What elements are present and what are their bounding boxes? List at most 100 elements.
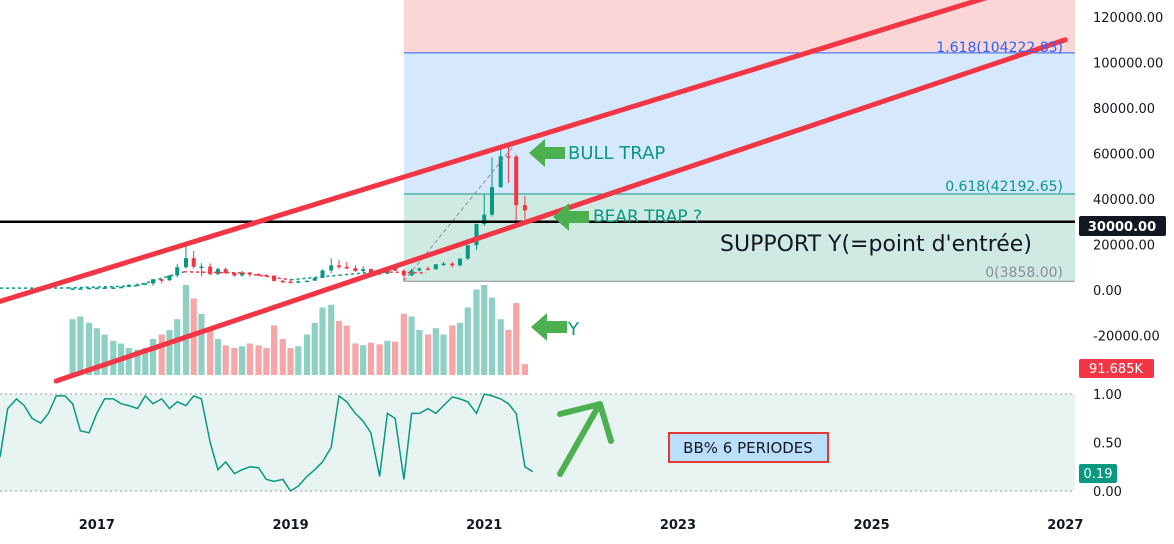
volume-bar xyxy=(311,322,318,375)
volume-bar xyxy=(255,345,262,375)
candle-body xyxy=(119,286,124,289)
candle-body xyxy=(312,277,317,281)
candle-body xyxy=(94,287,99,290)
volume-bar xyxy=(69,319,76,375)
candle-body xyxy=(522,205,527,211)
moving-average-segment xyxy=(135,271,185,287)
price-candles xyxy=(70,142,527,290)
oscillator-badge: 0.19 xyxy=(1079,464,1117,483)
time-tick-label: 2019 xyxy=(272,518,308,533)
candle-body xyxy=(167,275,172,281)
bb-label-box xyxy=(668,432,829,463)
candle-body xyxy=(336,265,341,268)
volume-bar xyxy=(93,328,100,375)
candle-body xyxy=(458,258,463,266)
bb-percent-line xyxy=(0,393,534,493)
volume-bar xyxy=(384,340,391,375)
volume-bar xyxy=(319,307,326,375)
candle-body xyxy=(256,274,261,276)
volume-bar xyxy=(86,322,93,375)
volume-bar xyxy=(464,307,471,375)
price-tick-label: 100000.00 xyxy=(1093,57,1163,72)
candle-body xyxy=(288,281,293,284)
volume-bar xyxy=(408,316,415,375)
volume-bar xyxy=(270,325,278,375)
candle-body xyxy=(498,156,503,188)
volume-bar xyxy=(125,348,132,375)
candle-body xyxy=(450,263,455,266)
annotations xyxy=(529,139,614,477)
volume-bar xyxy=(449,325,456,375)
svg-text:0.19: 0.19 xyxy=(1084,467,1113,482)
candle-body xyxy=(208,266,213,275)
volume-bar xyxy=(295,346,302,375)
volume-bar xyxy=(497,319,504,375)
svg-text:30000.00: 30000.00 xyxy=(1088,220,1156,235)
candle-body xyxy=(433,264,438,270)
price-badge: 30000.00 xyxy=(1079,216,1166,236)
volume-bar xyxy=(521,364,529,375)
volume-bars xyxy=(69,285,529,375)
candle-body xyxy=(191,258,196,267)
candle-body xyxy=(296,281,301,283)
candle-body xyxy=(474,224,479,246)
candle-body xyxy=(70,288,75,290)
volume-bar xyxy=(246,343,253,375)
candle-body xyxy=(183,258,188,268)
candle-body xyxy=(368,269,373,273)
volume-bar xyxy=(367,342,375,375)
candle-body xyxy=(272,275,277,281)
fib-label-0: 0(3858.00) xyxy=(985,265,1063,281)
volume-bar xyxy=(432,328,439,375)
candle-body xyxy=(353,268,358,272)
volume-bar xyxy=(505,330,512,375)
price-tick-label: 120000.00 xyxy=(1093,11,1163,26)
bear-trap-arrow xyxy=(553,203,589,231)
time-tick-label: 2027 xyxy=(1047,518,1083,533)
volume-bar xyxy=(110,340,117,375)
volume-bar xyxy=(77,316,84,375)
time-tick-label: 2021 xyxy=(466,518,502,533)
volume-bar xyxy=(488,297,496,375)
y-marker-arrow xyxy=(531,313,567,341)
price-tick-label: 20000.00 xyxy=(1093,239,1155,254)
volume-bar xyxy=(343,325,350,375)
y-marker-label: Y xyxy=(567,319,580,340)
volume-bar xyxy=(335,321,343,375)
candle-body xyxy=(465,245,470,259)
volume-bar xyxy=(231,348,238,375)
candle-body xyxy=(215,269,220,275)
volume-bar xyxy=(279,339,286,375)
candle-body xyxy=(111,287,116,289)
volume-bar xyxy=(481,285,488,375)
candle-body xyxy=(409,270,414,276)
volume-bar xyxy=(222,345,229,375)
moving-average-segment xyxy=(242,272,291,281)
candle-body xyxy=(426,268,431,271)
candle-body xyxy=(393,268,398,271)
moving-average-segment xyxy=(183,271,243,274)
candle-body xyxy=(361,269,366,272)
volume-bar xyxy=(376,344,383,375)
channel-upper-line xyxy=(0,0,988,304)
time-tick-label: 2017 xyxy=(79,518,115,533)
candle-body xyxy=(304,280,310,283)
candle-body xyxy=(506,156,511,158)
bull-trap-label: BULL TRAP xyxy=(568,143,665,164)
bear-trap-label: BEAR TRAP ? xyxy=(593,207,702,227)
price-tick-label: 80000.00 xyxy=(1093,102,1155,117)
volume-bar xyxy=(456,322,464,375)
volume-bar xyxy=(166,330,173,375)
volume-bar xyxy=(182,285,190,375)
oscillator-pane xyxy=(0,393,534,493)
volume-bar xyxy=(174,319,181,375)
candle-body xyxy=(78,288,83,290)
candle-body xyxy=(514,156,519,206)
candle-body xyxy=(159,279,164,281)
fib-zone-extension xyxy=(403,0,1076,53)
candle-body xyxy=(441,263,446,266)
price-tick-label: 0.00 xyxy=(1093,284,1122,299)
candle-body xyxy=(329,265,334,271)
volume-bar xyxy=(214,339,222,375)
